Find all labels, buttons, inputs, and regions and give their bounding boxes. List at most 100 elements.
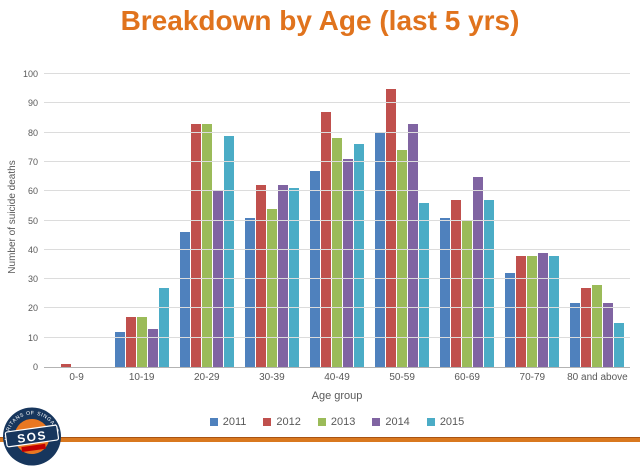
x-axis-title: Age group [311,390,363,402]
y-axis-tick-labels: 0 10 20 30 40 50 60 70 80 90 100 [0,69,38,372]
bar-2014-80 and above [603,303,614,367]
plot-area [44,73,630,368]
bar-2011-30-39 [244,218,255,367]
chart-legend: 2011 2012 2013 2014 2015 [44,416,630,428]
y-tick-label: 0 [32,362,38,372]
bar-groups [44,74,630,367]
legend-item-2011: 2011 [209,416,247,428]
gridline [44,336,630,338]
bar-group-80 and above [565,74,630,367]
bar-chart: Number of suicide deaths 0 10 20 30 40 50 60 70… [0,62,640,437]
page-title: Breakdown by Age (last 5 yrs) [120,5,520,36]
bar-2013-40-49 [331,138,342,367]
bar-2011-70-79 [505,273,516,367]
legend-label: 2013 [330,416,356,428]
y-tick-label: 70 [27,156,38,167]
bar-2014-30-39 [277,185,288,367]
logo-band [4,424,60,448]
legend-swatch [426,418,435,426]
y-tick-label: 20 [27,303,38,314]
gridline [44,160,630,162]
y-tick-label: 90 [27,98,38,109]
bar-group-40-49 [304,74,369,367]
logo-ribbon [21,443,46,453]
bar-2014-40-49 [342,159,353,367]
bar-2015-50-59 [419,203,430,367]
bar-2012-80 and above [581,288,592,367]
gridline [44,248,630,250]
bar-group-20-29 [174,74,239,367]
x-tick-label: 30-39 [259,372,285,383]
bar-2012-30-39 [255,185,266,367]
bar-2012-0-9 [60,364,71,367]
bar-2015-30-39 [288,188,299,367]
bar-2012-40-49 [320,112,331,367]
bar-2012-70-79 [516,256,527,367]
x-tick-label: 50-59 [389,372,415,383]
bar-2013-60-69 [462,220,473,367]
bar-group-30-39 [239,74,304,367]
gridline [44,73,630,74]
x-tick-label: 10-19 [128,372,155,383]
bar-2013-80 and above [592,285,603,367]
legend-swatch [263,418,272,426]
y-tick-label: 60 [27,186,38,197]
legend-label: 2011 [222,416,247,428]
legend-label: 2014 [385,416,410,428]
legend-label: 2012 [276,416,301,428]
bar-2015-80 and above [614,323,625,367]
y-tick-label: 100 [22,69,38,79]
bar-group-0-9 [44,74,109,367]
x-axis-labels: 0-9 10-19 20-29 30-39 40-49 50-59 60-69 70-79 80… [44,372,630,383]
bar-2014-10-19 [147,329,158,367]
sos-logo: SAMARITANS OF SINGAPORE SOS [1,407,61,466]
x-tick-label: 70-79 [519,372,546,383]
bar-2015-10-19 [158,288,169,367]
bar-2011-40-49 [309,171,320,367]
bar-group-70-79 [500,74,565,367]
bar-2014-70-79 [538,253,549,367]
x-tick-label: 60-69 [454,372,480,383]
gridline [44,102,630,104]
bar-group-10-19 [109,74,174,367]
legend-label: 2015 [439,416,465,428]
gridline [44,219,630,221]
x-tick-label: 0-9 [69,372,84,383]
gridline [44,278,630,280]
y-tick-label: 50 [27,215,38,226]
bar-2011-60-69 [440,218,451,367]
bar-2013-70-79 [527,256,538,367]
bar-2015-20-29 [223,136,234,367]
bar-2012-50-59 [386,89,397,367]
bar-2014-60-69 [473,177,484,367]
legend-item-2013: 2013 [317,416,356,428]
bar-2011-20-29 [179,232,190,367]
x-tick-label: 20-29 [193,372,220,383]
bar-2013-30-39 [266,209,277,367]
bar-2014-50-59 [408,124,419,367]
bar-2015-60-69 [484,200,495,367]
bar-2012-60-69 [451,200,462,367]
bar-2012-10-19 [125,317,136,367]
bar-2013-20-29 [201,124,212,367]
legend-item-2015: 2015 [426,416,465,428]
bar-2011-80 and above [570,303,581,367]
legend-swatch [317,418,326,426]
gridline [44,131,630,133]
y-tick-label: 80 [27,127,38,138]
legend-item-2012: 2012 [263,416,301,428]
bar-2011-10-19 [114,332,125,367]
bar-2013-10-19 [136,317,147,367]
y-tick-label: 40 [27,244,38,255]
legend-item-2014: 2014 [372,416,410,428]
gridline [44,190,630,192]
logo-sos-text: SOS [16,428,48,446]
x-tick-label: 40-49 [324,372,350,383]
legend-swatch [209,418,218,426]
y-tick-label: 10 [27,332,38,343]
bar-2011-50-59 [375,133,386,367]
footer-divider-line [0,437,640,442]
bar-group-60-69 [435,74,500,367]
bar-2013-50-59 [397,150,408,367]
legend-swatch [372,418,381,426]
